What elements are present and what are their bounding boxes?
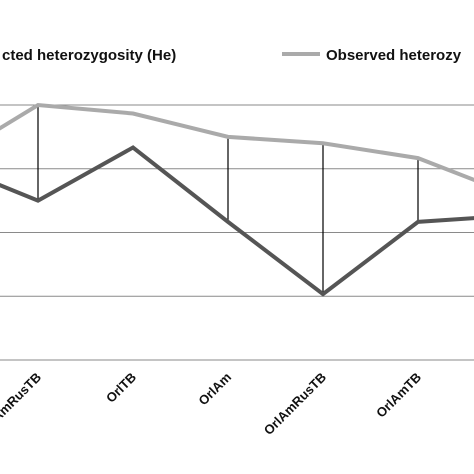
x-tick-labels: rlAmRusTBOrlTBOrlAmOrlAmRusTBOrlAmTBO: [0, 370, 424, 438]
x-tick-label: rlAmRusTB: [0, 370, 44, 431]
legend-label-expected: cted heterozygosity (He): [2, 47, 176, 64]
x-tick-label: OrlAmTB: [373, 370, 424, 421]
series-line-observed: [0, 102, 474, 182]
x-tick-label: OrlAmRusTB: [261, 370, 329, 438]
x-tick-label: OrlAm: [195, 370, 234, 409]
x-tick-label: OrlTB: [103, 370, 139, 406]
series-line-expected: [0, 145, 474, 297]
legend: cted heterozygosity (He) Observed hetero…: [2, 47, 462, 64]
gridlines: [0, 104, 474, 361]
difference-lines: [37, 105, 419, 295]
series-lines: [0, 102, 474, 297]
legend-label-observed: Observed heterozy: [326, 47, 462, 64]
